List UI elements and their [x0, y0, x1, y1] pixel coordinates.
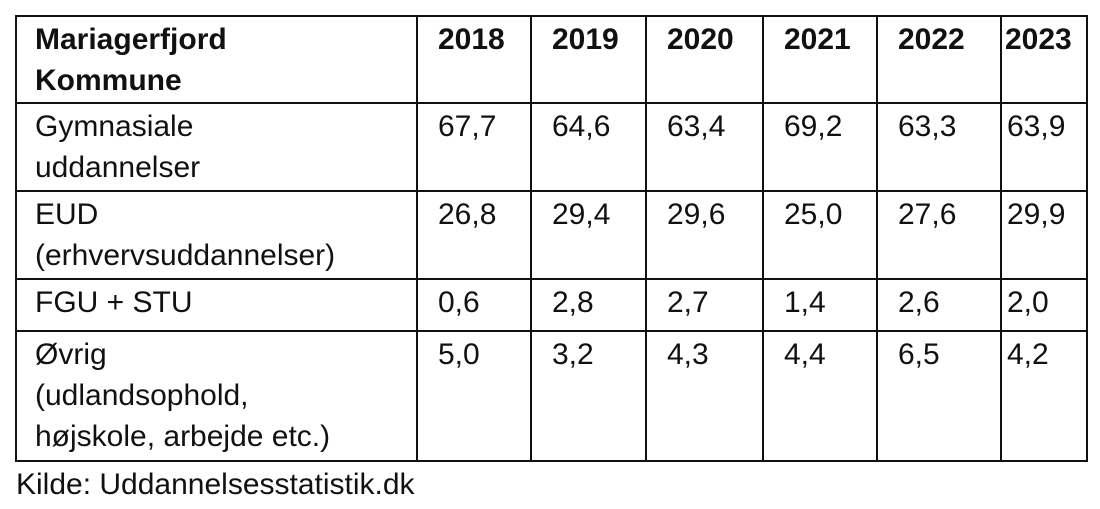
education-table: Mariagerfjord Kommune 2018 2019 2020 2021…	[15, 15, 1088, 462]
year-header: 2020	[645, 15, 764, 104]
source-caption: Kilde: Uddannelsesstatistik.dk	[16, 468, 415, 501]
value-cell: 0,6	[416, 278, 532, 332]
year-header: 2019	[530, 15, 647, 104]
value-cell: 63,4	[645, 102, 764, 192]
value-cell: 26,8	[416, 190, 532, 280]
table-row: EUD (erhvervsuddannelser) 26,8 29,4 29,6 …	[15, 190, 1088, 280]
header-label-line: Mariagerfjord	[35, 23, 227, 56]
row-label-line: (udlandsophold,	[35, 379, 249, 412]
value-cell: 2,6	[876, 278, 1002, 332]
value-cell: 2,0	[1000, 278, 1088, 332]
header-label-line: Kommune	[35, 64, 182, 97]
value-cell: 29,9	[1000, 190, 1088, 280]
header-label-cell: Mariagerfjord Kommune	[15, 15, 418, 104]
value-cell: 29,4	[530, 190, 647, 280]
value-cell: 2,7	[645, 278, 764, 332]
value-cell: 4,4	[762, 330, 878, 462]
row-label: EUD (erhvervsuddannelser)	[15, 190, 418, 280]
year-header: 2021	[762, 15, 878, 104]
header-row: Mariagerfjord Kommune 2018 2019 2020 2021…	[15, 15, 1088, 104]
value-cell: 63,3	[876, 102, 1002, 192]
row-label: FGU + STU	[15, 278, 418, 332]
value-cell: 64,6	[530, 102, 647, 192]
row-label-line: Gymnasiale	[35, 110, 194, 143]
value-cell: 4,3	[645, 330, 764, 462]
value-cell: 63,9	[1000, 102, 1088, 192]
row-label-line: FGU + STU	[35, 286, 193, 319]
value-cell: 1,4	[762, 278, 878, 332]
row-label: Øvrig (udlandsophold, højskole, arbejde et…	[15, 330, 418, 462]
year-header: 2023	[1000, 15, 1088, 104]
year-header: 2018	[416, 15, 532, 104]
value-cell: 29,6	[645, 190, 764, 280]
value-cell: 67,7	[416, 102, 532, 192]
table-row: FGU + STU 0,6 2,8 2,7 1,4 2,6 2,0	[15, 278, 1088, 332]
table-row: Gymnasiale uddannelser 67,7 64,6 63,4 69,…	[15, 102, 1088, 192]
value-cell: 3,2	[530, 330, 647, 462]
row-label-line: EUD	[35, 198, 99, 231]
row-label-line: højskole, arbejde etc.)	[35, 420, 331, 453]
row-label-line: uddannelser	[35, 151, 201, 184]
value-cell: 25,0	[762, 190, 878, 280]
value-cell: 69,2	[762, 102, 878, 192]
row-label: Gymnasiale uddannelser	[15, 102, 418, 192]
row-label-line: (erhvervsuddannelser)	[35, 239, 336, 272]
year-header: 2022	[876, 15, 1002, 104]
value-cell: 27,6	[876, 190, 1002, 280]
row-label-line: Øvrig	[35, 338, 107, 371]
table-row: Øvrig (udlandsophold, højskole, arbejde et…	[15, 330, 1088, 462]
value-cell: 4,2	[1000, 330, 1088, 462]
value-cell: 2,8	[530, 278, 647, 332]
value-cell: 5,0	[416, 330, 532, 462]
value-cell: 6,5	[876, 330, 1002, 462]
